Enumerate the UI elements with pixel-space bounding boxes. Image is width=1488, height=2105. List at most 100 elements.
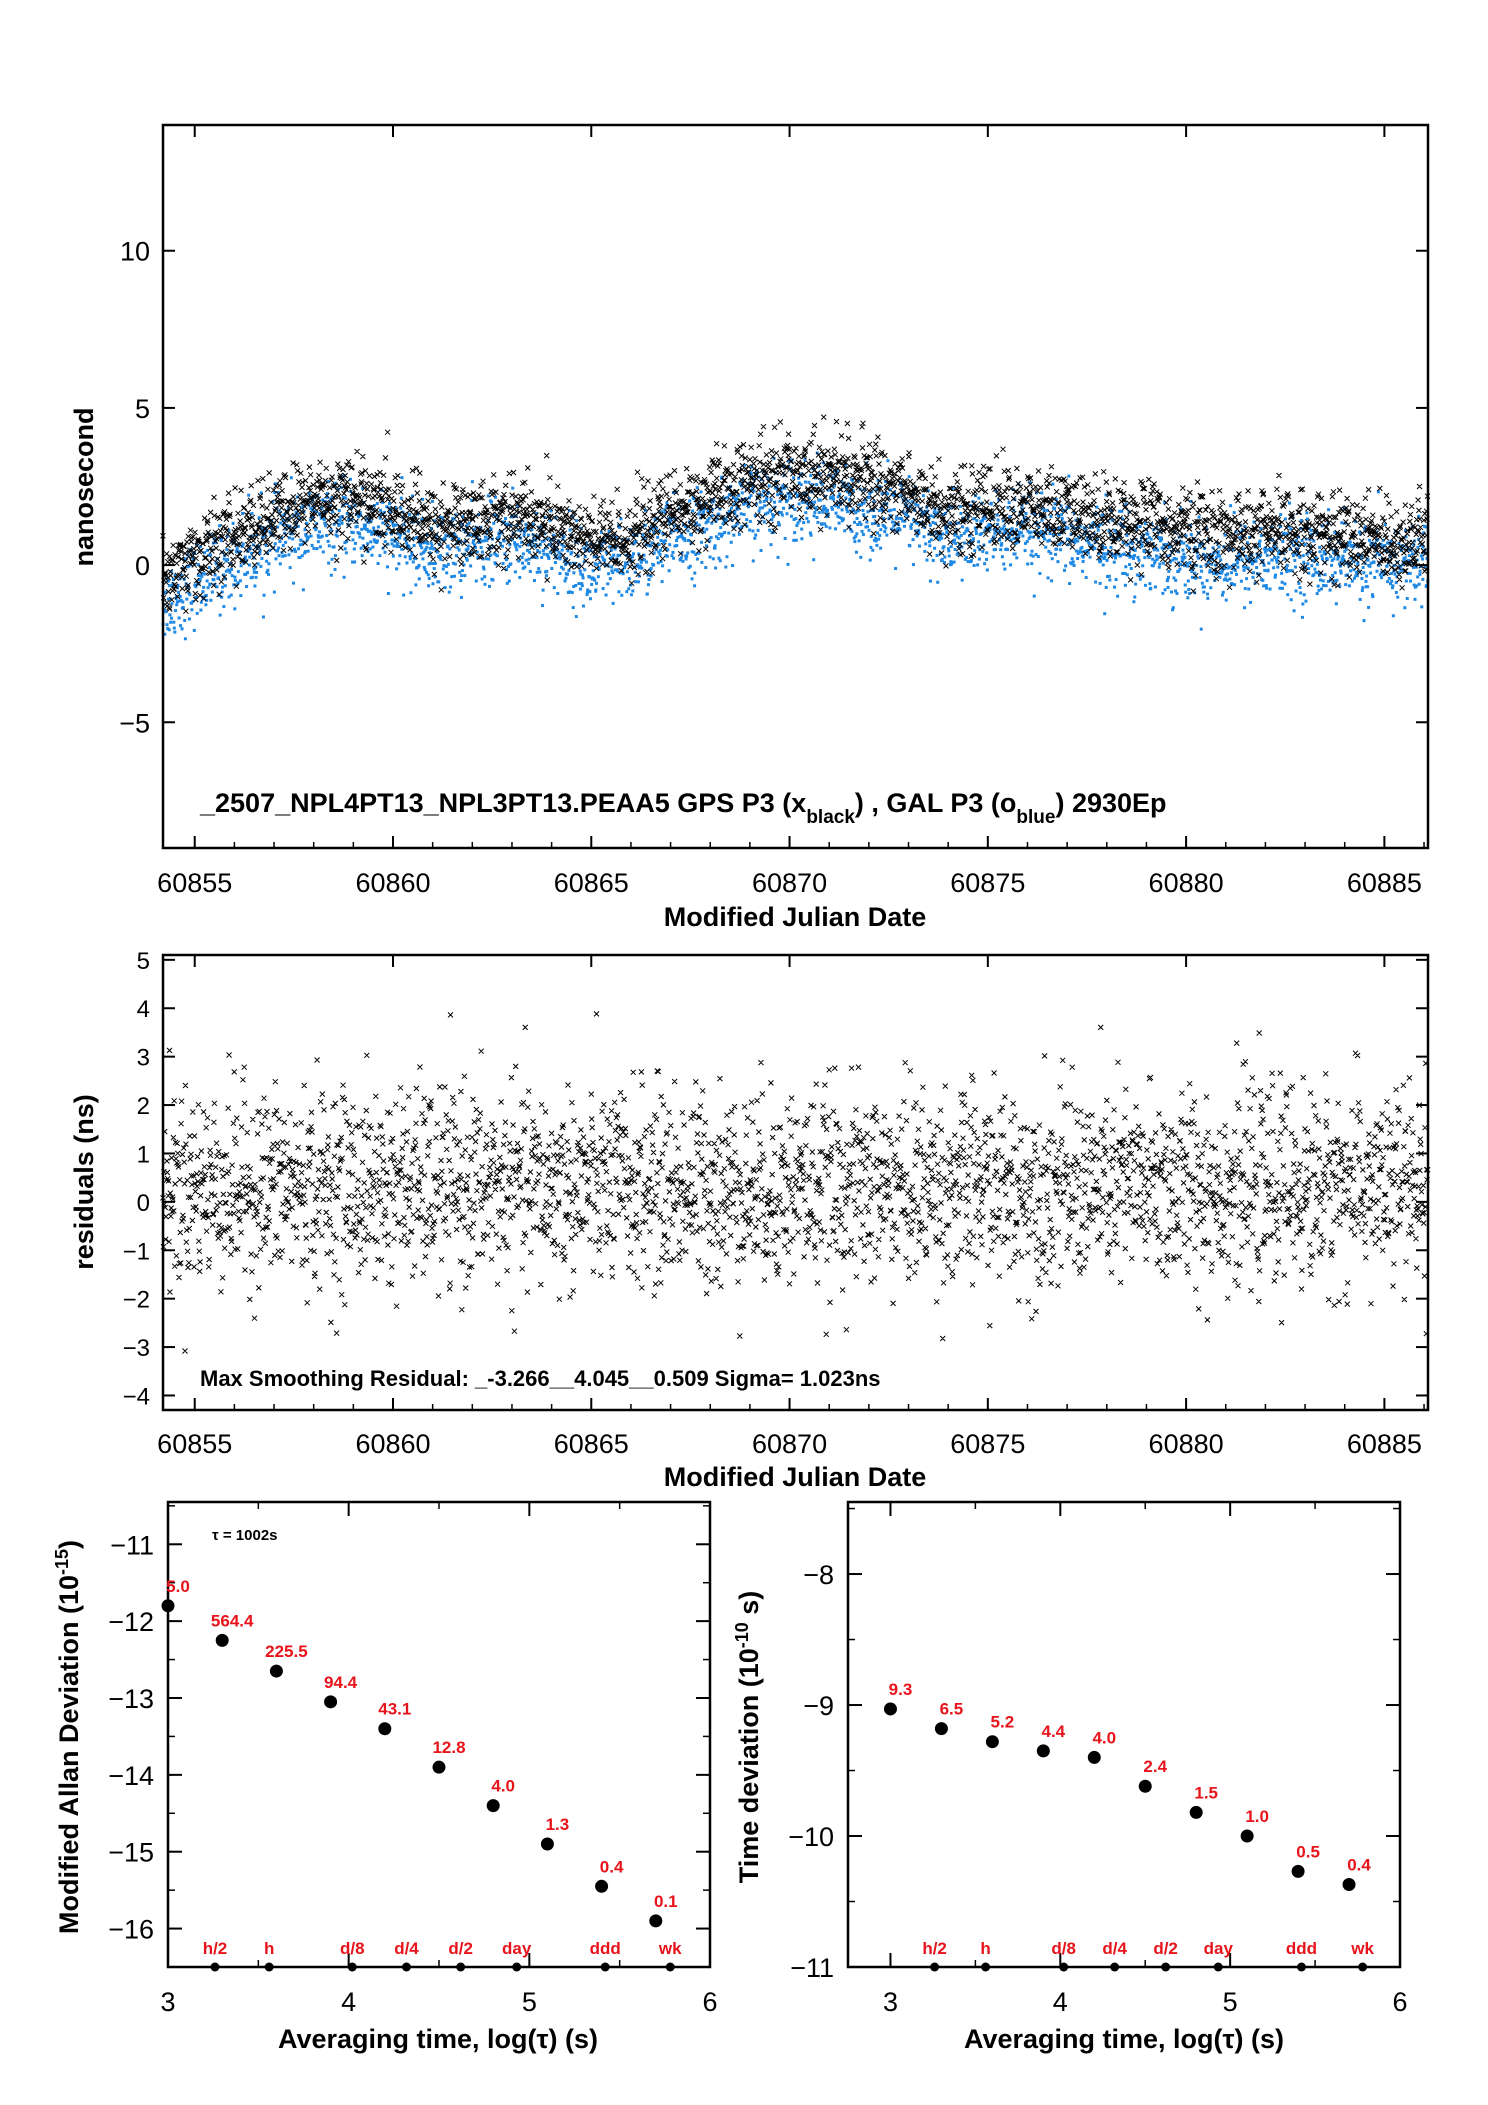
gal-point <box>413 557 417 561</box>
gal-point <box>1077 550 1081 554</box>
gal-point <box>610 569 614 573</box>
gal-point <box>859 522 863 526</box>
gal-point <box>532 579 536 583</box>
gal-point <box>878 533 882 537</box>
gal-point <box>1105 558 1109 562</box>
gal-point <box>489 553 493 557</box>
gal-point <box>491 578 495 582</box>
gal-point <box>451 561 455 565</box>
gal-point <box>760 506 764 510</box>
gal-point <box>964 529 968 533</box>
gal-point <box>287 536 291 540</box>
gal-point <box>1093 540 1097 544</box>
data-point <box>324 1695 338 1709</box>
value-label: 564.4 <box>211 1611 254 1630</box>
gal-point <box>439 553 443 557</box>
gal-point <box>743 501 747 505</box>
gal-point <box>672 556 676 560</box>
gal-point <box>843 529 847 533</box>
gal-point <box>1329 555 1333 559</box>
gal-point <box>1049 551 1053 555</box>
x-tick-label: 3 <box>160 1987 175 2017</box>
gal-point <box>348 513 352 517</box>
gal-point <box>1221 590 1225 594</box>
gal-point <box>227 528 231 532</box>
gal-point <box>255 570 259 574</box>
gal-point <box>324 510 328 514</box>
gal-point <box>1220 571 1224 575</box>
gal-point <box>403 555 407 559</box>
gal-point <box>1397 571 1401 575</box>
gal-point <box>579 572 583 576</box>
gal-point <box>180 627 184 631</box>
gal-point <box>915 521 919 525</box>
gal-point <box>282 522 286 526</box>
gal-point <box>344 496 348 500</box>
gal-point <box>755 472 759 476</box>
gal-point <box>1205 579 1209 583</box>
gal-point <box>707 516 711 520</box>
gal-point <box>995 513 999 517</box>
gal-point <box>521 566 525 570</box>
gal-point <box>588 597 592 601</box>
gal-point <box>1257 572 1261 576</box>
gal-point <box>722 496 726 500</box>
gal-point <box>1367 605 1371 609</box>
gal-point <box>233 607 237 611</box>
gal-point <box>1181 548 1185 552</box>
gal-point <box>1268 587 1272 591</box>
time-marker-dot <box>1213 1962 1223 1972</box>
gal-point <box>1297 581 1301 585</box>
gal-point <box>1121 540 1125 544</box>
gal-point <box>608 545 612 549</box>
data-point <box>595 1879 609 1893</box>
gal-point <box>210 548 214 552</box>
gal-point <box>250 512 254 516</box>
gal-point <box>338 518 342 522</box>
gal-point <box>650 541 654 545</box>
gal-point <box>1376 490 1380 494</box>
gal-point <box>727 509 731 513</box>
gal-point <box>1308 538 1312 542</box>
gal-point <box>1051 534 1055 538</box>
gal-point <box>1042 534 1046 538</box>
gal-point <box>647 543 651 547</box>
gal-point <box>792 476 796 480</box>
gal-point <box>826 513 830 517</box>
gal-point <box>861 532 865 536</box>
gal-point <box>872 500 876 504</box>
gal-point <box>633 570 637 574</box>
gal-point <box>370 532 374 536</box>
gal-point <box>480 550 484 554</box>
gal-point <box>1028 535 1032 539</box>
gal-point <box>953 533 957 537</box>
gal-point <box>814 507 818 511</box>
gal-point <box>481 557 485 561</box>
gal-point <box>1139 540 1143 544</box>
gal-point <box>415 535 419 539</box>
gal-point <box>412 543 416 547</box>
gal-point <box>962 531 966 535</box>
gal-point <box>541 588 545 592</box>
gal-point <box>802 521 806 525</box>
gal-point <box>760 493 764 497</box>
gal-point <box>976 563 980 567</box>
gal-point <box>1219 563 1223 567</box>
gal-point <box>238 579 242 583</box>
gal-point <box>537 567 541 571</box>
gal-point <box>314 528 318 532</box>
gal-point <box>1417 514 1421 518</box>
gal-point <box>950 562 954 566</box>
gal-point <box>999 548 1003 552</box>
gal-point <box>228 562 232 566</box>
gal-point <box>542 539 546 543</box>
gal-point <box>618 525 622 529</box>
gal-point <box>921 494 925 498</box>
gal-point <box>878 485 882 489</box>
gal-point <box>864 525 868 529</box>
y-tick-label: −13 <box>108 1684 154 1714</box>
gal-point <box>405 561 409 565</box>
gal-point <box>1402 557 1406 561</box>
